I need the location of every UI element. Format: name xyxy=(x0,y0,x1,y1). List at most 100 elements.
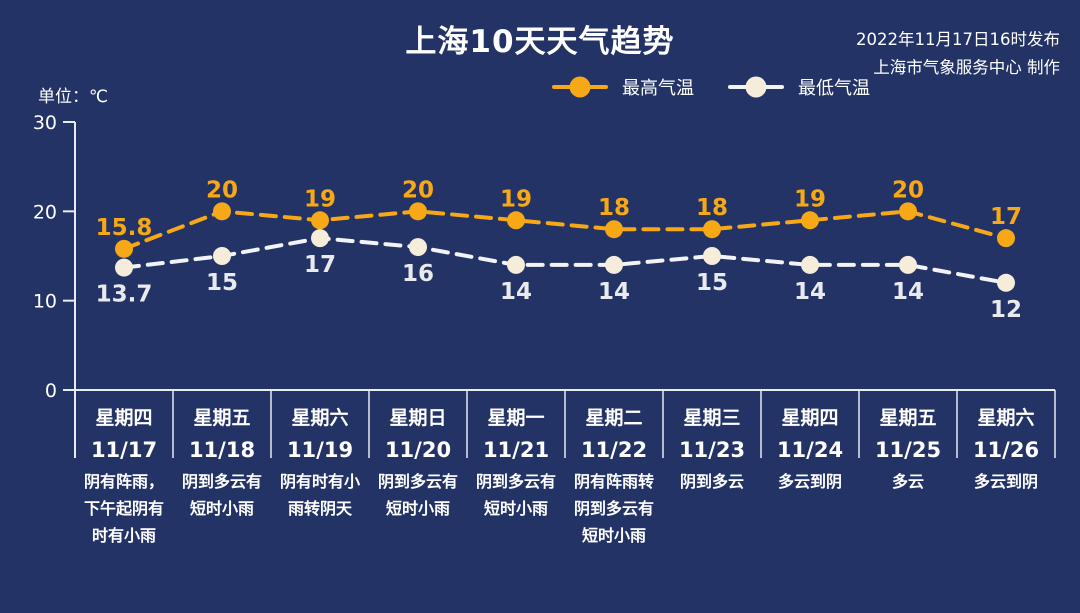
min-temp-value-label: 14 xyxy=(892,279,924,305)
min-temp-point xyxy=(115,258,133,277)
day-label-11-17: 星期四 11/17 xyxy=(75,398,173,462)
min-temp-value-label: 17 xyxy=(304,252,336,278)
day-labels-row: 星期四 11/17 星期五 11/18 星期六 11/19 星期日 11/20 星期一 11/21… xyxy=(75,398,1055,462)
weather-description: 多云到阴 xyxy=(973,472,1038,491)
min-temp-value-label: 14 xyxy=(794,279,826,305)
date-label: 11/19 xyxy=(286,438,354,462)
publish-author: 上海市气象服务中心 制作 xyxy=(873,58,1060,77)
min-temp-value-label: 15 xyxy=(696,270,728,296)
date-label: 11/25 xyxy=(874,438,942,462)
max-temp-legend-label: 最高气温 xyxy=(622,78,694,99)
y-tick-label: 30 xyxy=(33,112,57,134)
max-temp-value-label: 17 xyxy=(990,204,1022,230)
weather-description: 多云到阴 xyxy=(777,472,842,491)
weather-description: 多云 xyxy=(891,472,924,491)
max-temp-legend-dot-icon xyxy=(569,76,591,98)
min-temp-value-label: 14 xyxy=(598,279,630,305)
min-temp-legend-marker-icon xyxy=(728,76,784,98)
legend-item-min-temp: 最低气温 xyxy=(728,74,870,100)
max-temp-point xyxy=(997,229,1015,248)
min-temp-point xyxy=(507,255,525,274)
weather-description: 阴到多云有短时小雨 xyxy=(181,472,262,518)
y-tick-label: 0 xyxy=(45,380,57,402)
max-temp-point xyxy=(409,202,427,221)
weekday-label: 星期三 xyxy=(683,407,741,429)
min-temp-legend-label: 最低气温 xyxy=(798,78,870,99)
min-temp-point xyxy=(801,255,819,274)
day-label-11-23: 星期三 11/23 xyxy=(663,398,761,462)
date-label: 11/20 xyxy=(384,438,452,462)
date-label: 11/17 xyxy=(90,438,158,462)
page-title: 上海10天天气趋势 xyxy=(405,24,675,60)
date-label: 11/21 xyxy=(482,438,550,462)
min-temp-point xyxy=(311,229,329,248)
weather-descriptions-row: 阴有阵雨，下午起阴有时有小雨 阴到多云有短时小雨 阴有时有小雨转阴天 阴到多云有短时小… xyxy=(75,468,1055,549)
date-label: 11/22 xyxy=(580,438,648,462)
weekday-label: 星期五 xyxy=(879,407,937,429)
date-label: 11/24 xyxy=(776,438,844,462)
max-temp-point xyxy=(115,239,133,258)
weather-description: 阴到多云有短时小雨 xyxy=(475,472,556,518)
max-temp-value-label: 15.8 xyxy=(96,215,153,241)
min-temp-value-label: 13.7 xyxy=(96,282,153,308)
weather-description: 阴到多云有短时小雨 xyxy=(377,472,458,518)
min-temp-point xyxy=(605,255,623,274)
day-label-11-18: 星期五 11/18 xyxy=(173,398,271,462)
min-temp-value-label: 16 xyxy=(402,261,434,287)
max-temp-point xyxy=(703,220,721,239)
weekday-label: 星期一 xyxy=(487,407,545,429)
min-temp-legend-dot-icon xyxy=(745,76,767,98)
max-temp-point xyxy=(507,211,525,230)
chart-legend: 最高气温 最低气温 xyxy=(552,74,870,100)
min-temp-line xyxy=(122,236,1008,285)
max-temp-point xyxy=(801,211,819,230)
weather-description: 阴到多云 xyxy=(679,472,744,491)
day-label-11-21: 星期一 11/21 xyxy=(467,398,565,462)
legend-item-max-temp: 最高气温 xyxy=(552,74,694,100)
max-temp-point xyxy=(605,220,623,239)
min-temp-point xyxy=(213,247,231,265)
weekday-label: 星期四 xyxy=(781,407,839,429)
min-temp-point xyxy=(703,247,721,265)
min-temp-point xyxy=(409,238,427,257)
publish-info: 2022年11月17日16时发布 上海市气象服务中心 制作 xyxy=(856,26,1060,82)
min-temp-value-label: 12 xyxy=(990,297,1022,323)
max-temp-value-label: 19 xyxy=(304,186,336,212)
day-label-11-24: 星期四 11/24 xyxy=(761,398,859,462)
max-temp-value-label: 18 xyxy=(598,195,630,221)
max-temp-point xyxy=(899,202,917,221)
weekday-label: 星期六 xyxy=(291,407,349,429)
max-temp-value-label: 19 xyxy=(500,186,532,212)
min-temp-point xyxy=(899,255,917,274)
weekday-label: 星期六 xyxy=(977,407,1035,429)
max-temp-value-label: 19 xyxy=(794,186,826,212)
max-temp-point xyxy=(311,211,329,230)
weather-description: 阴有时有小雨转阴天 xyxy=(279,472,360,518)
max-temp-value-label: 20 xyxy=(892,177,924,203)
date-label: 11/26 xyxy=(972,438,1040,462)
weekday-label: 星期二 xyxy=(585,407,643,429)
max-temp-line xyxy=(122,209,1008,251)
day-label-11-25: 星期五 11/25 xyxy=(859,398,957,462)
max-temp-point xyxy=(213,202,231,221)
y-tick-label: 10 xyxy=(33,291,57,313)
max-temp-value-label: 18 xyxy=(696,195,728,221)
y-tick-label: 20 xyxy=(33,201,57,223)
min-temp-value-label: 15 xyxy=(206,270,238,296)
weekday-label: 星期五 xyxy=(193,407,251,429)
min-temp-value-label: 14 xyxy=(500,279,532,305)
publish-datetime: 2022年11月17日16时发布 xyxy=(856,30,1060,49)
weather-description: 阴有阵雨，下午起阴有时有小雨 xyxy=(83,472,164,545)
min-temp-point xyxy=(997,273,1015,292)
unit-label: 单位：℃ xyxy=(38,87,109,107)
date-label: 11/18 xyxy=(188,438,256,462)
date-label: 11/23 xyxy=(678,438,746,462)
day-label-11-20: 星期日 11/20 xyxy=(369,398,467,462)
weekday-label: 星期四 xyxy=(95,407,153,429)
day-label-11-22: 星期二 11/22 xyxy=(565,398,663,462)
day-label-11-26: 星期六 11/26 xyxy=(957,398,1055,462)
day-label-11-19: 星期六 11/19 xyxy=(271,398,369,462)
max-temp-legend-marker-icon xyxy=(552,76,608,98)
weekday-label: 星期日 xyxy=(389,407,447,429)
